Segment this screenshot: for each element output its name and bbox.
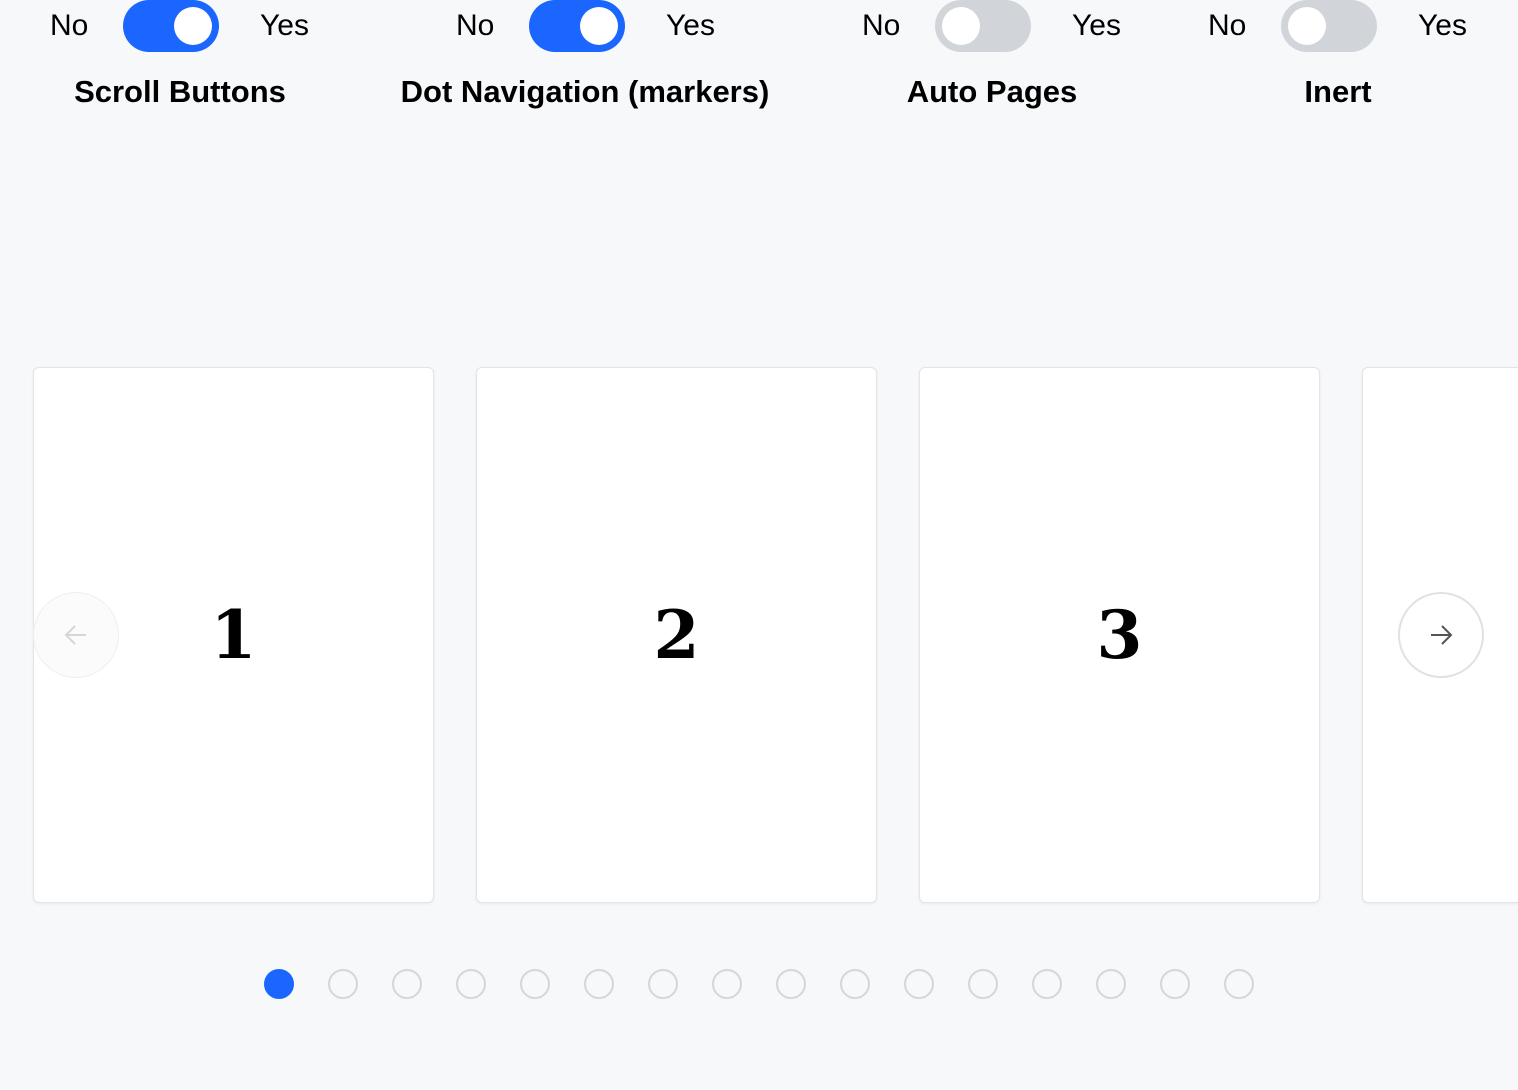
toggle-knob <box>942 7 980 45</box>
dot-marker[interactable] <box>1224 969 1254 999</box>
toggle-title: Inert <box>1304 74 1372 109</box>
arrow-left-icon <box>64 625 86 645</box>
dot-marker[interactable] <box>392 969 422 999</box>
dot-marker[interactable] <box>584 969 614 999</box>
dot-marker[interactable] <box>840 969 870 999</box>
arrow-right-icon <box>1431 625 1453 645</box>
dot-marker[interactable] <box>1032 969 1062 999</box>
dot-marker[interactable] <box>968 969 998 999</box>
toggle-switch[interactable] <box>1281 0 1377 52</box>
toggle-title: Scroll Buttons <box>74 74 286 109</box>
dot-marker[interactable] <box>1160 969 1190 999</box>
toggle-no-label: No <box>862 9 901 42</box>
toggle-title: Auto Pages <box>906 74 1078 109</box>
toggle-switch[interactable] <box>123 0 219 52</box>
toggle-knob <box>1288 7 1326 45</box>
dot-marker[interactable] <box>328 969 358 999</box>
dot-marker[interactable] <box>264 969 294 999</box>
dot-marker[interactable] <box>712 969 742 999</box>
toggle-yes-label: Yes <box>260 9 309 42</box>
toggle-knob <box>174 7 212 45</box>
toggle-group-title: Dot Navigation (markers) <box>375 70 795 114</box>
card-number: 2 <box>653 596 700 674</box>
carousel-card: 3 <box>919 367 1320 903</box>
toggle-yes-label: Yes <box>1418 9 1467 42</box>
toggle-group-title: Auto Pages <box>782 70 1202 114</box>
dot-marker[interactable] <box>648 969 678 999</box>
toggle-yes-label: Yes <box>1072 9 1121 42</box>
toggle-switch[interactable] <box>529 0 625 52</box>
dot-marker[interactable] <box>456 969 486 999</box>
toggle-group-title: Scroll Buttons <box>0 70 390 114</box>
carousel-card: 2 <box>476 367 877 903</box>
toggle-no-label: No <box>50 9 89 42</box>
card-number: 3 <box>1096 596 1143 674</box>
toggle-no-label: No <box>1208 9 1247 42</box>
toggle-title: Dot Navigation (markers) <box>400 74 770 109</box>
dot-marker[interactable] <box>1096 969 1126 999</box>
scroll-prev-button[interactable] <box>33 592 119 678</box>
toggle-group-title: Inert <box>1128 70 1518 114</box>
toggle-knob <box>580 7 618 45</box>
toggle-switch[interactable] <box>935 0 1031 52</box>
dot-marker[interactable] <box>904 969 934 999</box>
toggle-yes-label: Yes <box>666 9 715 42</box>
dot-marker[interactable] <box>520 969 550 999</box>
card-number: 1 <box>210 596 257 674</box>
dot-marker[interactable] <box>776 969 806 999</box>
scroll-next-button[interactable] <box>1398 592 1484 678</box>
toggle-no-label: No <box>456 9 495 42</box>
